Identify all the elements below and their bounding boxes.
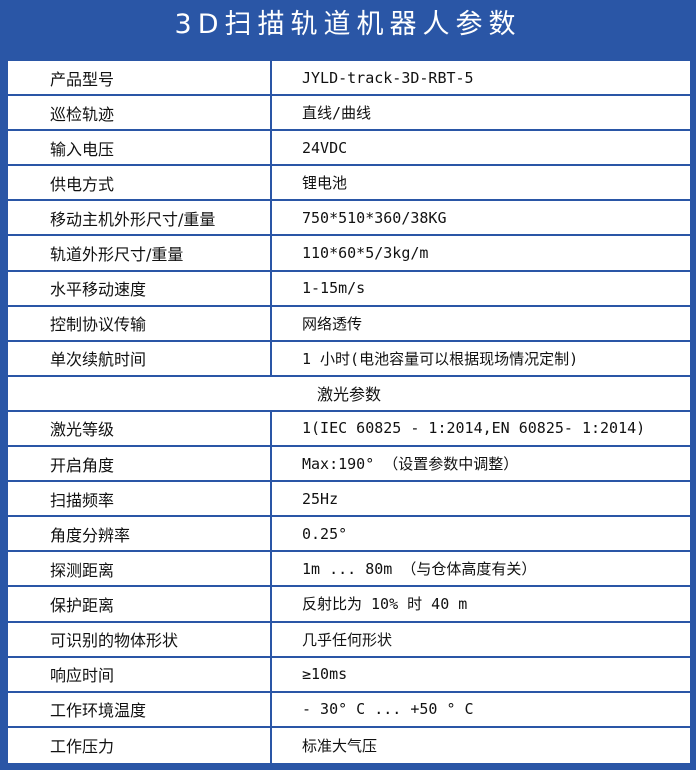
param-name: 工作压力 (8, 727, 272, 763)
table-row: 巡检轨迹 直线/曲线 (8, 96, 690, 132)
param-name: 探测距离 (8, 552, 272, 586)
param-value: 反射比为 10% 时 40 m (302, 595, 468, 614)
param-value: 1m ... 80m （与仓体高度有关） (302, 560, 537, 579)
table-row: 激光等级 1(IEC 60825 - 1:2014,EN 60825- 1:201… (8, 411, 690, 448)
table-row: 输入电压 24VDC (8, 131, 690, 167)
param-name: 供电方式 (8, 166, 272, 200)
table-row: 产品型号 JYLD-track-3D-RBT-5 (8, 61, 690, 97)
param-value: 0.25° (302, 524, 348, 543)
table-row: 可识别的物体形状 几乎任何形状 (8, 622, 690, 658)
table-row: 开启角度 Max:190° （设置参数中调整） (8, 447, 690, 483)
table-row: 移动主机外形尺寸/重量 750*510*360/38KG (8, 201, 690, 237)
param-value: - 30° C ... +50 ° C (302, 700, 474, 719)
param-name: 水平移动速度 (8, 271, 272, 305)
param-name: 巡检轨迹 (8, 96, 272, 130)
param-value: 直线/曲线 (302, 104, 372, 123)
table-row: 扫描频率 25Hz (8, 482, 690, 518)
param-name: 轨道外形尺寸/重量 (8, 236, 272, 270)
table-row: 控制协议传输 网络透传 (8, 306, 690, 342)
table-row: 供电方式 锂电池 (8, 166, 690, 202)
param-name: 响应时间 (8, 657, 272, 691)
param-value: ≥10ms (302, 665, 348, 684)
param-value: 标准大气压 (302, 736, 378, 755)
param-name: 可识别的物体形状 (8, 622, 272, 656)
table-row: 响应时间 ≥10ms (8, 657, 690, 693)
table-row: 水平移动速度 1-15m/s (8, 271, 690, 307)
spec-table: 产品型号 JYLD-track-3D-RBT-5 巡检轨迹 直线/曲线输入电压 24VD… (7, 60, 691, 764)
param-value: 1 小时(电池容量可以根据现场情况定制) (302, 349, 579, 368)
param-value: 网络透传 (302, 314, 363, 333)
param-name: 保护距离 (8, 587, 272, 621)
param-value: 1-15m/s (302, 279, 366, 298)
table-row: 保护距离 反射比为 10% 时 40 m (8, 587, 690, 623)
param-name: 扫描频率 (8, 482, 272, 516)
param-value: 几乎任何形状 (302, 630, 393, 649)
param-name: 移动主机外形尺寸/重量 (8, 201, 272, 235)
table-row: 轨道外形尺寸/重量 110*60*5/3kg/m (8, 236, 690, 272)
param-value: JYLD-track-3D-RBT-5 (302, 68, 474, 87)
table-row: 单次续航时间 1 小时(电池容量可以根据现场情况定制) (8, 341, 690, 377)
table-row: 工作压力 标准大气压 (8, 727, 690, 763)
param-value: 锂电池 (302, 174, 348, 193)
param-value: 110*60*5/3kg/m (302, 244, 429, 263)
param-value: 1(IEC 60825 - 1:2014,EN 60825- 1:2014) (302, 419, 646, 438)
param-name: 产品型号 (8, 61, 272, 95)
table-row: 工作环境温度 - 30° C ... +50 ° C (8, 692, 690, 728)
param-value: 750*510*360/38KG (302, 208, 447, 227)
param-name: 单次续航时间 (8, 341, 272, 375)
param-value: 24VDC (302, 138, 348, 157)
param-name: 控制协议传输 (8, 306, 272, 340)
table-row: 探测距离 1m ... 80m （与仓体高度有关） (8, 552, 690, 588)
param-value: Max:190° （设置参数中调整） (302, 455, 519, 474)
param-value: 25Hz (302, 489, 339, 508)
param-name: 工作环境温度 (8, 692, 272, 726)
page-title: 3D扫描轨道机器人参数 (174, 9, 522, 40)
param-name: 激光等级 (8, 411, 272, 446)
param-name: 开启角度 (8, 447, 272, 481)
param-name: 输入电压 (8, 131, 272, 165)
param-name: 角度分辨率 (8, 517, 272, 551)
section-header: 激光参数 (8, 377, 690, 412)
table-row: 角度分辨率 0.25° (8, 517, 690, 553)
